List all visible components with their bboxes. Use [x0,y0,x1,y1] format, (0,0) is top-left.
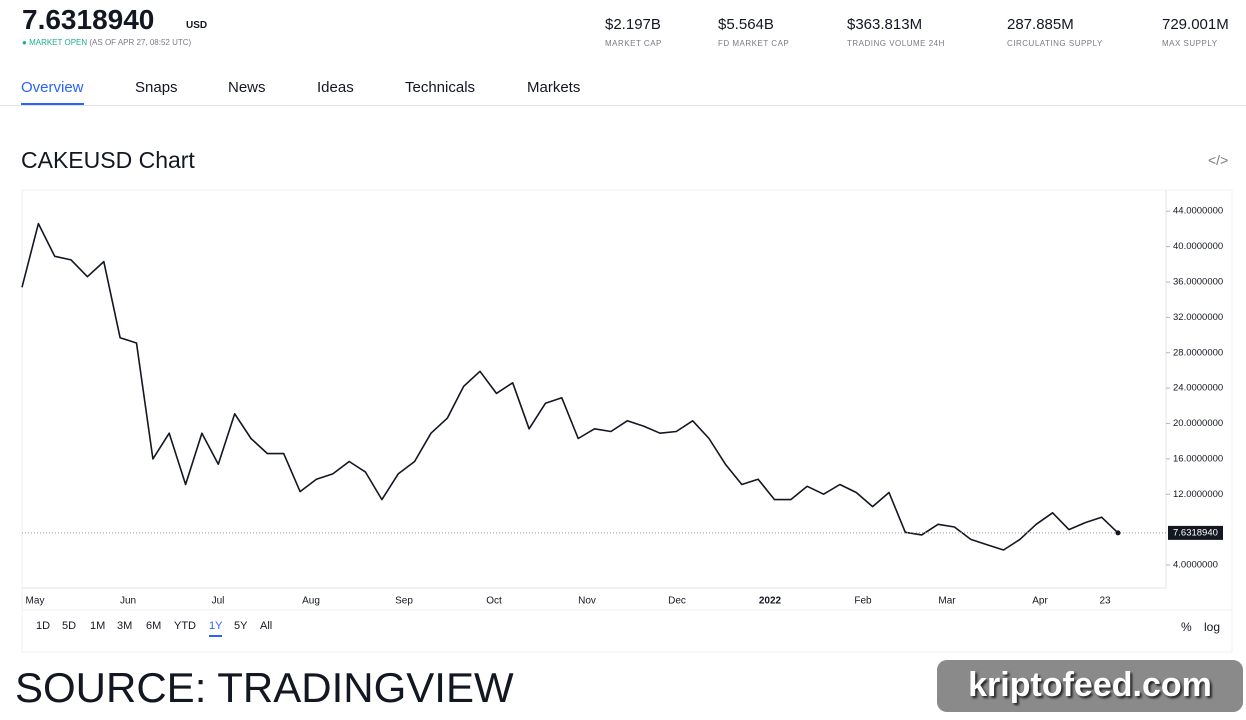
y-tick-label: 44.0000000 [1173,206,1223,217]
y-tick-label: 16.0000000 [1173,453,1223,464]
x-tick-label: 23 [1099,596,1111,607]
watermark: kriptofeed.com [968,666,1212,704]
x-tick-label: Nov [578,596,596,607]
stat-label: FD MARKET CAP [718,39,790,48]
tab[interactable]: Ideas [317,79,354,96]
scale-option[interactable]: % [1181,620,1192,634]
stat-label: TRADING VOLUME 24H [847,39,945,48]
y-tick-label: 32.0000000 [1173,312,1223,323]
y-tick-label: 20.0000000 [1173,418,1223,429]
x-tick-label: Aug [302,596,320,607]
source: SOURCE: TRADINGVIEW [15,664,514,711]
stat-label: MARKET CAP [605,39,662,48]
currency: USD [186,20,208,31]
tab[interactable]: Markets [527,79,581,96]
x-tick-label: May [26,596,45,607]
stat-label: MAX SUPPLY [1162,39,1218,48]
x-tick-label: Jul [212,596,225,607]
range-button[interactable]: 6M [146,620,162,632]
price-line [21,222,1119,551]
last-price-dot [1115,530,1121,536]
x-tick-label: Dec [668,596,686,607]
x-tick-label: Jun [120,596,136,607]
range-button[interactable]: 1M [90,620,106,632]
x-tick-label: Sep [395,596,413,607]
stat: $2.197B MARKET CAP [605,16,662,48]
stat: 287.885M CIRCULATING SUPPLY [1007,16,1103,48]
chart-frame [21,189,1233,653]
stat-value: $2.197B [605,16,661,33]
range-button[interactable]: 1Y [209,620,223,637]
tab[interactable]: Technicals [405,79,476,96]
stat-value: $363.813M [847,16,923,33]
range-button[interactable]: 5D [62,620,77,632]
range-button[interactable]: 5Y [234,620,248,632]
tab[interactable]: Overview [21,79,84,105]
range-button[interactable]: 1D [36,620,51,632]
range-button[interactable]: YTD [174,620,196,632]
y-tick-label: 28.0000000 [1173,347,1223,358]
x-tick-label: Feb [854,596,872,607]
price: 7.6318940 [22,4,155,35]
x-tick-label: Apr [1032,596,1048,607]
watermark-box [937,660,1243,712]
y-tick-label: 40.0000000 [1173,241,1223,252]
y-tick-label: 12.0000000 [1173,489,1223,500]
range-button[interactable]: 3M [117,620,133,632]
stat: 729.001M MAX SUPPLY [1162,16,1229,48]
y-tick-label: 36.0000000 [1173,276,1223,287]
stat: $363.813M TRADING VOLUME 24H [847,16,945,48]
x-tick-label: 2022 [759,596,782,607]
x-tick-label: Oct [486,596,502,607]
tab[interactable]: News [228,79,266,96]
price-tag [1168,525,1223,540]
tab[interactable]: Snaps [135,79,178,96]
y-tick-label: 4.0000000 [1173,560,1218,571]
stat: $5.564B FD MARKET CAP [718,16,789,48]
price-tag-label: 7.6318940 [1173,527,1218,538]
scale-option[interactable]: log [1204,620,1221,634]
range-button[interactable]: All [260,620,273,632]
stat-value: 729.001M [1162,16,1229,33]
embed-icon[interactable]: </> [1208,152,1229,168]
y-tick-label: 24.0000000 [1173,383,1223,394]
stat-value: 287.885M [1007,16,1074,33]
as-of: (AS OF APR 27, 08:52 UTC) [89,38,192,47]
x-tick-label: Mar [938,596,956,607]
status: ● MARKET OPEN (AS OF APR 27, 08:52 UTC) [22,38,192,47]
chart-title: CAKEUSD Chart [21,147,195,173]
stat-label: CIRCULATING SUPPLY [1007,39,1103,48]
divider [0,105,1246,106]
status-text: MARKET OPEN [29,38,88,47]
stat-value: $5.564B [718,16,774,33]
